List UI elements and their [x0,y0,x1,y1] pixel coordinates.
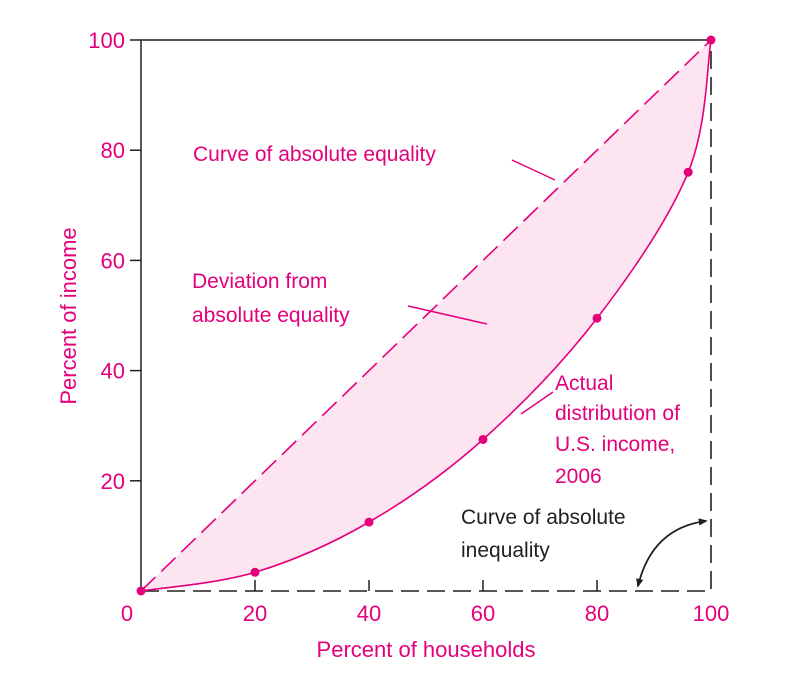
data-point-0 [136,586,146,596]
y-tick-label-40: 40 [101,359,125,384]
x-tick-label-40: 40 [357,601,381,626]
annotation-equality: Curve of absolute equality [193,143,556,181]
annotation-deviation: Deviation from absolute equality [192,270,488,327]
data-points [136,35,716,596]
series-inequality-line [141,40,712,592]
data-point-60 [478,434,488,444]
data-point-20 [250,567,260,577]
data-point-96 [683,167,693,177]
y-tick-label-60: 60 [101,248,125,273]
annotation-deviation-line-2: absolute equality [192,304,350,327]
annotation-actual-leader [520,391,554,415]
x-tick-label-0: 0 [121,601,133,626]
x-tick-label-20: 20 [243,601,267,626]
annotation-actual: Actual distribution of U.S. income, 2006 [520,372,680,488]
y-tick-labels: 20 40 60 80 100 [88,28,125,494]
x-axis-title: Percent of households [317,637,536,662]
y-axis-ticks [130,39,141,482]
x-tick-label-80: 80 [585,601,609,626]
annotation-inequality-line-2: inequality [461,539,550,562]
annotation-actual-line-1: Actual [555,372,613,395]
annotation-deviation-leader [407,305,488,325]
annotation-inequality-line-1: Curve of absolute [461,506,626,529]
annotation-equality-label: Curve of absolute equality [193,143,436,166]
data-point-40 [364,517,374,527]
annotation-inequality-arrow [636,518,708,588]
annotation-actual-line-3: U.S. income, [555,433,675,456]
annotation-actual-line-4: 2006 [555,465,602,488]
annotation-actual-line-2: distribution of [555,402,680,425]
annotation-inequality: Curve of absolute inequality [461,506,708,588]
y-axis-title: Percent of income [56,227,81,404]
y-tick-label-20: 20 [101,469,125,494]
data-point-80 [592,313,602,323]
x-tick-label-100: 100 [693,601,730,626]
x-axis-ticks [254,580,598,591]
data-point-100 [706,35,716,45]
y-tick-label-100: 100 [88,28,125,53]
annotation-equality-leader [511,159,556,181]
x-tick-label-60: 60 [471,601,495,626]
series-equality-line [140,39,712,592]
x-tick-labels: 0 20 40 60 80 100 [121,601,729,626]
annotation-deviation-line-1: Deviation from [192,270,327,293]
y-tick-label-80: 80 [101,138,125,163]
